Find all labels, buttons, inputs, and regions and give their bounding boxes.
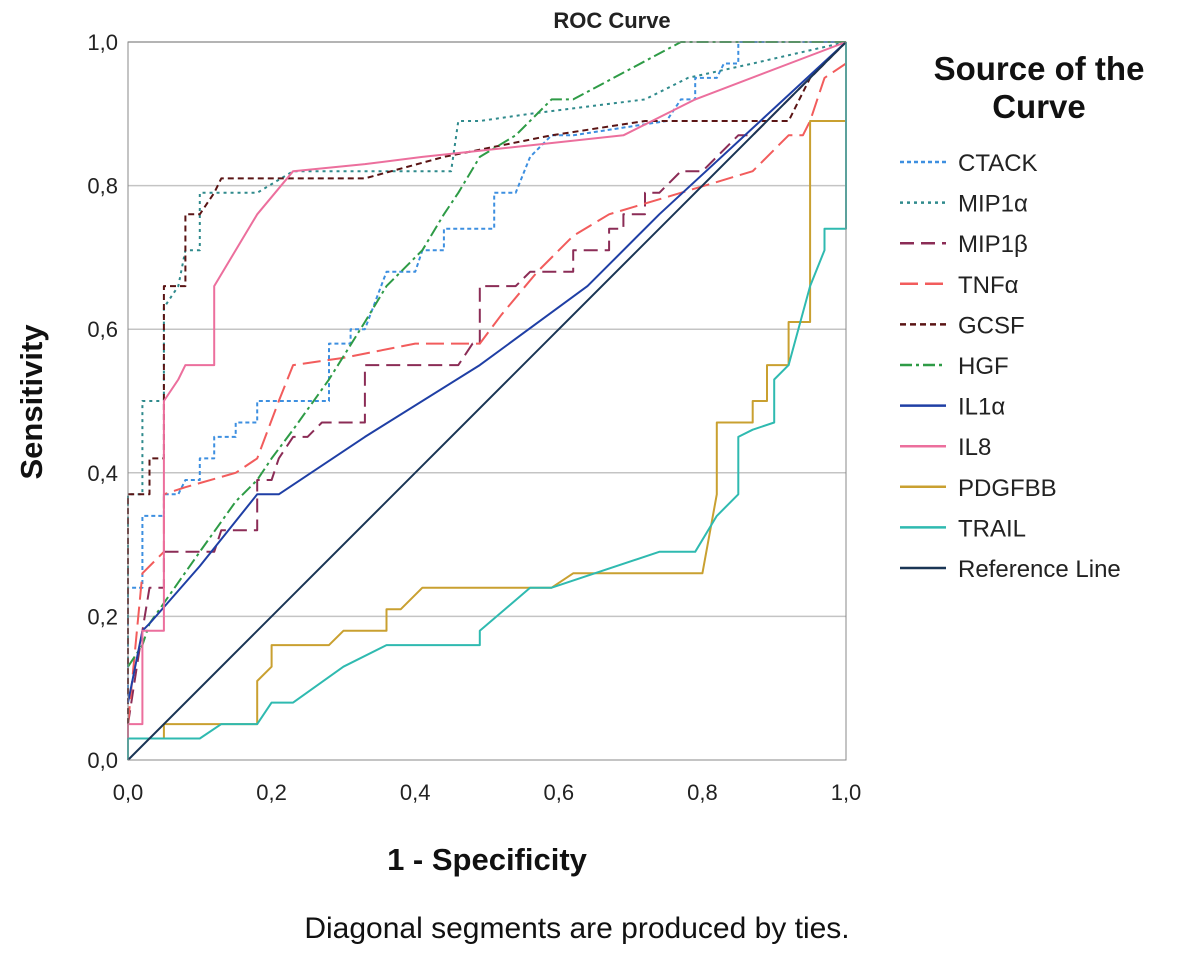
series-line-il1- — [127, 41, 847, 703]
legend-entry-label: MIP1β — [958, 231, 1028, 258]
legend-entry-label: Reference Line — [958, 556, 1121, 583]
legend-title-line-2: Curve — [992, 88, 1086, 125]
x-axis-ticks: 0,0 0,2 0,4 0,6 0,8 1,0 — [113, 780, 862, 805]
y-tick-label: 0,4 — [87, 461, 118, 486]
legend-title-line-1: Source of the — [934, 50, 1145, 87]
series-line-gcsf — [127, 41, 847, 725]
series-line-reference-line — [127, 41, 847, 761]
y-axis-label: Sensitivity — [14, 324, 49, 480]
footnote: Diagonal segments are produced by ties. — [304, 912, 849, 945]
y-tick-label: 1,0 — [87, 30, 118, 55]
x-tick-label: 0,2 — [256, 780, 287, 805]
series-line-tnf- — [127, 42, 847, 725]
series-line-mip1- — [127, 41, 847, 725]
x-axis-label: 1 - Specificity — [387, 842, 588, 877]
x-tick-label: 0,4 — [400, 780, 431, 805]
legend-entry-label: IL8 — [958, 434, 991, 461]
y-tick-label: 0,8 — [87, 174, 118, 199]
series-line-pdgfbb — [128, 42, 847, 740]
y-axis-ticks: 0,0 0,2 0,4 0,6 0,8 1,0 — [87, 30, 118, 773]
plot-frame — [127, 41, 847, 761]
legend-entry-label: PDGFBB — [958, 475, 1057, 502]
x-tick-label: 0,0 — [113, 780, 144, 805]
x-tick-label: 0,6 — [544, 780, 575, 805]
series-line-trail — [127, 42, 847, 760]
y-tick-label: 0,6 — [87, 317, 118, 342]
legend-entry-label: HGF — [958, 353, 1009, 380]
legend: Source of the Curve CTACK MIP1α MIP1β TNFα G… — [900, 50, 1144, 583]
legend-entry-label: GCSF — [958, 312, 1025, 339]
legend-entry-label: TNFα — [958, 272, 1019, 299]
legend-entry-label: MIP1α — [958, 191, 1028, 218]
series-line-ctack — [127, 41, 846, 703]
x-tick-label: 0,8 — [687, 780, 718, 805]
y-tick-label: 0,2 — [87, 604, 118, 629]
chart-title: ROC Curve — [553, 8, 670, 33]
series-lines — [127, 41, 847, 761]
legend-entry-label: CTACK — [958, 150, 1038, 177]
x-tick-label: 1,0 — [831, 780, 862, 805]
legend-entry-label: TRAIL — [958, 515, 1026, 542]
legend-entry-label: IL1α — [958, 394, 1005, 421]
legend-items: CTACK MIP1α MIP1β TNFα GCSF HGF IL1α IL8 PDGFBB T… — [900, 150, 1121, 583]
series-line-il8 — [127, 41, 847, 760]
y-tick-label: 0,0 — [87, 748, 118, 773]
series-line-hgf — [127, 41, 846, 668]
